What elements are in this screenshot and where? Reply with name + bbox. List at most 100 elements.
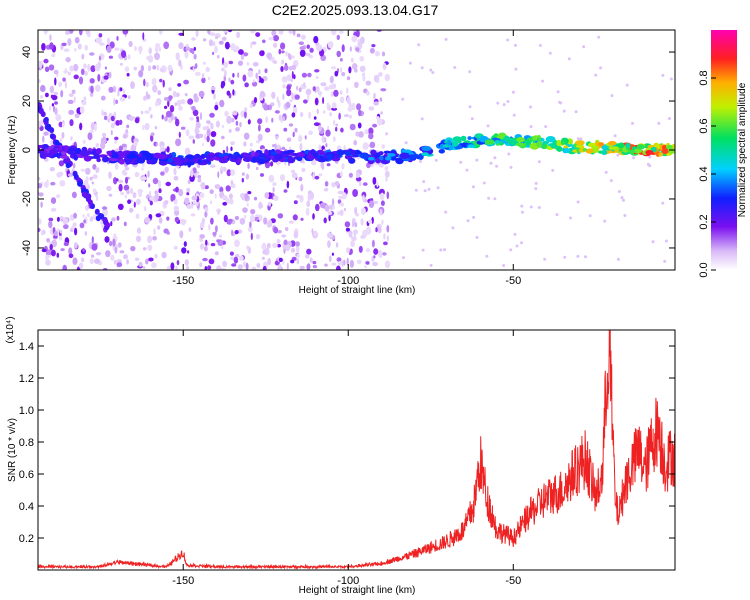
noise-speckle xyxy=(341,44,345,53)
noise-speckle xyxy=(286,84,291,91)
noise-speckle xyxy=(362,194,365,202)
noise-speckle xyxy=(419,159,422,163)
noise-speckle xyxy=(257,118,263,125)
noise-speckle xyxy=(219,186,224,193)
noise-speckle xyxy=(381,219,384,225)
noise-speckle xyxy=(38,183,43,189)
noise-speckle xyxy=(404,141,408,145)
noise-speckle xyxy=(194,71,201,76)
noise-speckle xyxy=(192,109,199,117)
noise-speckle xyxy=(201,217,206,225)
noise-speckle xyxy=(332,198,335,206)
noise-speckle xyxy=(154,126,158,130)
band-mark xyxy=(378,155,384,161)
noise-speckle xyxy=(223,30,228,33)
band-mark xyxy=(384,156,392,161)
band-mark xyxy=(633,148,643,154)
noise-speckle xyxy=(632,156,636,160)
band-mark xyxy=(126,153,137,159)
noise-speckle xyxy=(65,30,70,35)
noise-speckle xyxy=(126,124,130,129)
noise-speckle xyxy=(199,192,205,198)
noise-speckle xyxy=(648,155,652,159)
noise-speckle xyxy=(197,174,202,179)
noise-speckle xyxy=(255,234,261,240)
noise-speckle xyxy=(315,86,320,93)
noise-speckle xyxy=(271,91,276,100)
noise-speckle xyxy=(238,255,244,261)
noise-speckle xyxy=(85,204,89,211)
noise-speckle xyxy=(651,240,655,244)
noise-speckle xyxy=(122,30,129,34)
noise-speckle xyxy=(646,162,650,166)
noise-speckle xyxy=(594,73,598,77)
noise-speckle xyxy=(244,82,249,88)
noise-speckle xyxy=(68,93,74,97)
noise-speckle xyxy=(45,259,51,266)
noise-speckle xyxy=(502,103,506,107)
noise-speckle xyxy=(340,127,344,133)
band-mark xyxy=(117,151,127,157)
noise-speckle xyxy=(212,41,216,47)
noise-speckle xyxy=(114,246,118,254)
noise-speckle xyxy=(296,194,301,199)
noise-speckle xyxy=(243,132,250,140)
noise-speckle xyxy=(300,34,306,40)
band-mark xyxy=(270,151,277,156)
noise-speckle xyxy=(174,102,178,107)
noise-speckle xyxy=(159,67,165,72)
noise-speckle xyxy=(104,236,110,243)
noise-speckle xyxy=(369,47,375,54)
noise-speckle xyxy=(186,187,191,193)
noise-speckle xyxy=(312,260,317,265)
noise-speckle xyxy=(335,126,338,132)
noise-speckle xyxy=(315,203,320,212)
band-mark xyxy=(102,156,109,163)
noise-speckle xyxy=(276,96,279,104)
noise-speckle xyxy=(120,62,123,66)
noise-speckle xyxy=(185,47,191,51)
noise-speckle xyxy=(327,41,334,49)
noise-speckle xyxy=(56,252,60,258)
noise-speckle xyxy=(332,136,336,142)
band-mark xyxy=(205,154,212,160)
band-mark xyxy=(218,158,228,164)
noise-speckle xyxy=(254,216,259,222)
noise-speckle xyxy=(87,63,91,72)
band-mark xyxy=(582,148,588,152)
noise-speckle xyxy=(323,110,326,114)
noise-speckle xyxy=(226,169,232,177)
noise-speckle xyxy=(375,50,380,57)
noise-speckle xyxy=(221,267,226,270)
noise-speckle xyxy=(307,263,311,270)
noise-speckle xyxy=(386,225,390,233)
spec-xtick-label: -150 xyxy=(172,275,194,287)
noise-speckle xyxy=(108,86,114,93)
noise-speckle xyxy=(124,176,129,184)
noise-speckle xyxy=(311,159,317,166)
noise-speckle xyxy=(89,129,94,134)
noise-speckle xyxy=(107,118,110,123)
noise-speckle xyxy=(271,117,274,123)
noise-speckle xyxy=(227,220,232,225)
band-mark xyxy=(291,152,299,157)
noise-speckle xyxy=(296,33,301,38)
noise-speckle xyxy=(90,85,94,94)
noise-speckle xyxy=(95,252,102,256)
noise-speckle xyxy=(230,169,236,176)
noise-speckle xyxy=(293,200,298,205)
band-mark xyxy=(556,145,563,152)
noise-speckle xyxy=(241,172,245,176)
noise-speckle xyxy=(162,79,165,88)
band-mark xyxy=(336,150,344,156)
noise-speckle xyxy=(278,48,282,55)
noise-speckle xyxy=(346,247,351,254)
noise-speckle xyxy=(278,30,284,35)
noise-speckle xyxy=(38,176,41,181)
noise-speckle xyxy=(255,214,259,218)
noise-speckle xyxy=(50,197,57,205)
noise-speckle xyxy=(292,107,298,114)
noise-speckle xyxy=(123,254,128,260)
noise-speckle xyxy=(144,217,151,224)
noise-speckle xyxy=(154,101,159,107)
